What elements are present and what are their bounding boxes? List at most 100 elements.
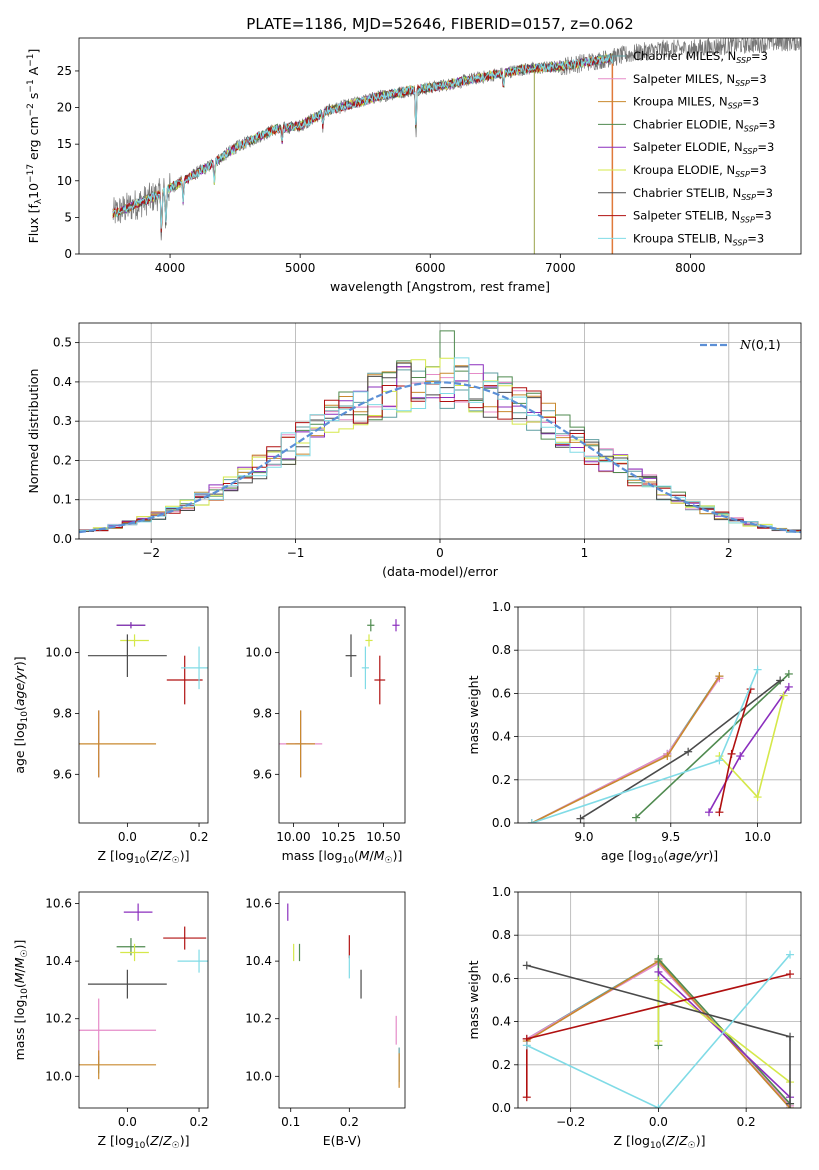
y-axis-label-part: ] [26, 49, 41, 54]
y-tick-label: 10.0 [45, 646, 72, 660]
y-tick-label: 0.2 [492, 773, 511, 787]
y-axis-label-part: Flux [f [26, 204, 41, 244]
x-axis-label-part: mass [ [282, 848, 324, 863]
plot-area-residuals [79, 330, 801, 534]
x-axis-label-part: 10 [650, 1141, 662, 1151]
legend-model-name: Salpeter ELODIE, [633, 140, 734, 154]
x-tick-label: 0.0 [649, 1115, 668, 1129]
x-tick-label: 0.0 [118, 830, 137, 844]
legend-count: =3 [755, 209, 772, 223]
y-tick-label: 10.4 [45, 954, 72, 968]
model-spectrum-line [112, 52, 613, 233]
plot-area-spectrum [112, 38, 801, 254]
y-axis-label-part: erg cm [26, 116, 41, 164]
y-tick-label: 0.4 [492, 730, 511, 744]
legend-sub: SSP [744, 124, 759, 133]
x-tick-label: 9.5 [661, 830, 680, 844]
y-axis-label-part: ( [12, 706, 27, 711]
x-axis-label-part: ( [354, 848, 359, 863]
model-spectrum-line [112, 54, 613, 233]
legend-entry: Chabrier STELIB, NSSP=3 [633, 186, 773, 202]
x-axis-label: E(B-V) [323, 1133, 362, 1148]
y-tick-label: 0.8 [492, 928, 511, 942]
x-axis-label-part: age/yr [668, 848, 709, 863]
axes-frame [78, 37, 802, 255]
x-tick-label: 7000 [545, 261, 576, 275]
y-tick-label: 10.2 [45, 1012, 72, 1026]
figure-title: PLATE=1186, MJD=52646, FIBERID=0157, z=0… [246, 15, 633, 33]
y-tick-label: 0.8 [492, 643, 511, 657]
x-axis-label-part: )] [180, 848, 190, 863]
y-tick-label: 10.6 [45, 897, 72, 911]
x-axis-label-part: Z [149, 1133, 159, 1148]
legend-model-name: Chabrier STELIB, [633, 186, 733, 200]
x-axis-label: Z [log10(Z/Z☉)] [97, 1133, 189, 1151]
legend-n: N [726, 163, 735, 177]
x-axis-label-part: ( [145, 1133, 150, 1148]
x-axis-label-part: age [ [601, 848, 633, 863]
legend-model-name: Salpeter MILES, [633, 72, 726, 86]
axes-frame [278, 891, 406, 1109]
weight-line [635, 673, 790, 819]
x-tick-label: 0.1 [281, 1115, 300, 1129]
y-tick-label: 10.0 [245, 646, 272, 660]
legend-count: =3 [750, 72, 767, 86]
x-axis-label-part: 10 [134, 856, 146, 866]
x-axis-label-part: log [633, 848, 652, 863]
legend-entry: Kroupa STELIB, NSSP=3 [633, 231, 764, 247]
y-tick-label: 10.6 [245, 897, 272, 911]
x-tick-label: 0.0 [118, 1115, 137, 1129]
plot-area-weight_vs_Z [522, 950, 795, 1108]
x-axis-label-part: / [675, 1133, 680, 1148]
y-tick-label: 9.8 [53, 706, 72, 720]
histogram-step [79, 357, 801, 533]
legend-count: =3 [757, 140, 774, 154]
x-tick-label: 10.25 [321, 830, 355, 844]
y-tick-label: 0.0 [492, 1101, 511, 1115]
legend-sub: SSP [735, 79, 750, 88]
y-axis-label-part: 10 [20, 711, 30, 723]
legend-n: N [724, 231, 733, 245]
x-axis-label-part: Z [665, 1133, 675, 1148]
legend-n: N [719, 95, 728, 109]
axes-frame [517, 891, 802, 1109]
axes-frame [278, 606, 406, 824]
model-spectrum-line [112, 54, 613, 232]
legend-sub: SSP [735, 170, 750, 179]
legend-n: N [731, 209, 740, 223]
x-axis-label-part: / [370, 848, 375, 863]
y-tick-label: 0.5 [53, 336, 72, 350]
y-axis-label-part: λ [34, 198, 44, 204]
legend-sub: SSP [741, 193, 756, 202]
x-axis-label-part: 10 [652, 856, 664, 866]
y-tick-label: 9.6 [253, 767, 272, 781]
y-axis-label-part: −1 [26, 79, 36, 92]
y-tick-label: 10.0 [45, 1069, 72, 1083]
y-axis-label-part: log [12, 722, 27, 741]
weight-line [708, 686, 790, 813]
legend-model-name: Kroupa ELODIE, [633, 163, 726, 177]
axes-frame [78, 322, 802, 540]
y-tick-label: 0.2 [492, 1058, 511, 1072]
x-axis-label-part: M [359, 848, 370, 863]
x-axis-label: Z [log10(Z/Z☉)] [97, 848, 189, 866]
legend-n: N [734, 140, 743, 154]
y-axis-label-part: age [ [12, 742, 27, 774]
legend-entry: Salpeter ELODIE, NSSP=3 [633, 140, 774, 156]
x-axis-label-part: Z [162, 848, 172, 863]
x-axis-label-part: Z [ [97, 1133, 114, 1148]
axes-age_vs_Z: 0.0 0.29.69.810.0Z [log10(Z/Z☉)]age [log1… [12, 606, 209, 866]
x-axis-label-part: Z [149, 848, 159, 863]
axes-weight_vs_age: 9.0 9.5 10.0 0.0 0.2 0.4 0.6 0.8 1.0 age [log10(a… [466, 600, 802, 866]
x-tick-label: 10.0 [744, 830, 771, 844]
legend-sub: SSP [740, 216, 755, 225]
legend-entry: Salpeter MILES, NSSP=3 [633, 72, 767, 88]
legend-model-name: Kroupa STELIB, [633, 231, 724, 245]
x-axis-label-part: )] [180, 1133, 190, 1148]
legend-count: =3 [751, 49, 768, 63]
x-axis-label-part: log [115, 1133, 134, 1148]
x-tick-label: 10.00 [276, 830, 310, 844]
legend-sub: SSP [736, 56, 751, 65]
model-spectrum-line [112, 54, 613, 226]
